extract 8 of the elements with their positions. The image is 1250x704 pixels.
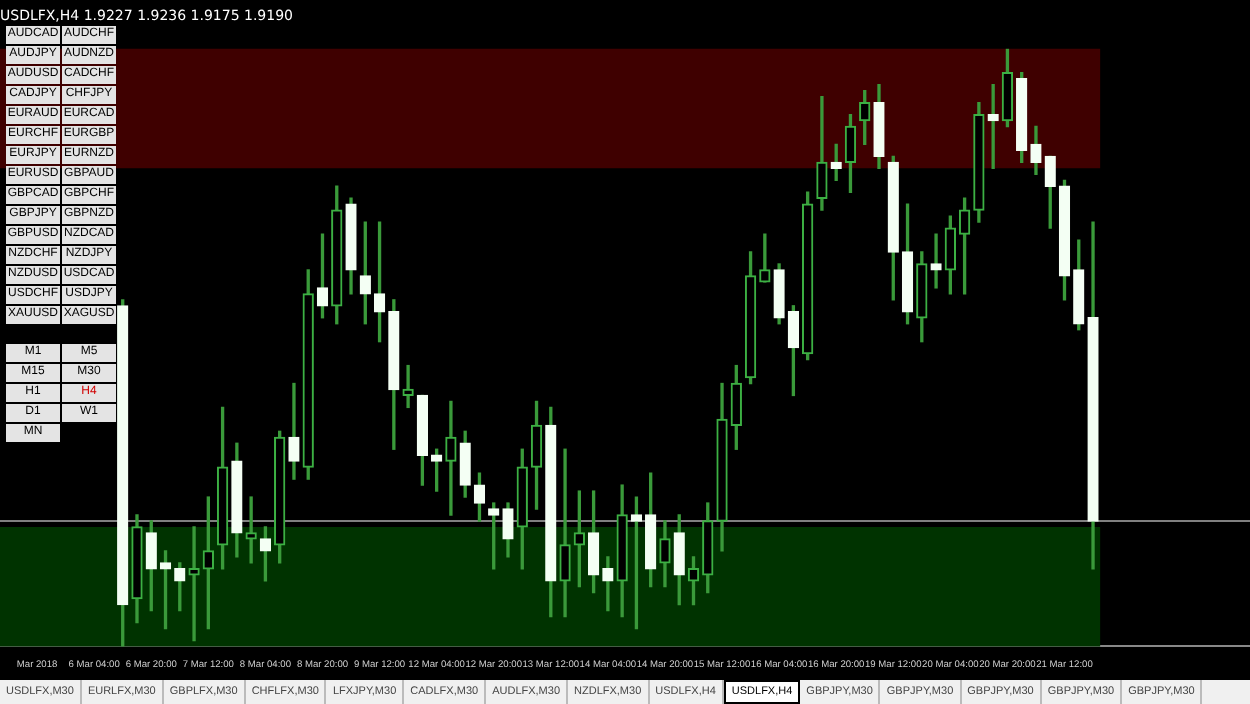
candlestick — [930, 233, 942, 289]
candlestick — [245, 496, 257, 564]
candlestick — [188, 526, 200, 642]
candlestick — [559, 448, 571, 618]
candlestick — [987, 84, 999, 169]
candlestick — [602, 556, 614, 612]
candlestick — [445, 400, 457, 516]
candlestick — [402, 364, 414, 409]
